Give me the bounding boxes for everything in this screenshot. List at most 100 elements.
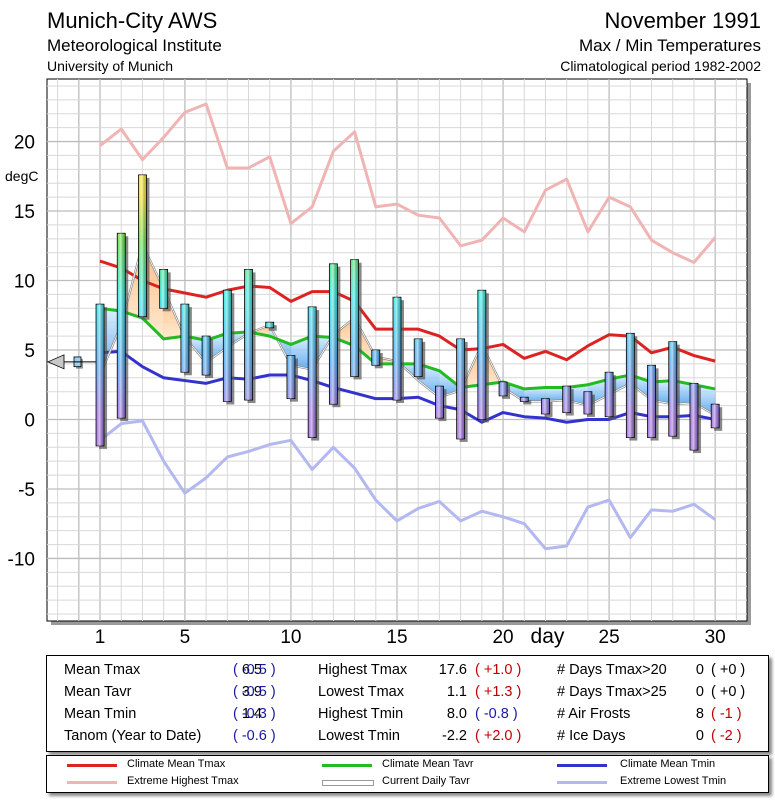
legend-swatch-ext-low (557, 781, 607, 784)
highest-tmax-value: 17.6 (438, 662, 467, 678)
daily-bar-highlight (626, 333, 635, 438)
series-line-climate-mean-tmax (99, 259, 716, 363)
daily-bar-highlight (202, 336, 211, 376)
tanom-label: Tanom (Year to Date) (64, 728, 202, 744)
highest-tmin-label: Highest Tmin (318, 706, 404, 722)
daily-bar-highlight (605, 372, 614, 417)
series-line-extreme-lowest-tmin (99, 419, 717, 551)
daily-bar-highlight (286, 355, 295, 399)
daily-bar-highlight (308, 306, 317, 438)
legend-ext-low: Extreme Lowest Tmin (620, 775, 727, 787)
legend-swatch-clim-tmax (67, 764, 117, 767)
anomaly-fill-segment (524, 387, 546, 402)
mean-tmin-label: Mean Tmin (64, 706, 137, 722)
legend-swatch-ext-high (67, 781, 117, 784)
days-tmax25-deviation: ( +0 ) (711, 684, 746, 700)
daily-bar-highlight (350, 259, 359, 377)
climatological-period: Climatological period 1982-2002 (560, 58, 761, 74)
daily-bar-highlight (159, 269, 168, 309)
legend-clim-tavr: Climate Mean Tavr (382, 758, 474, 770)
university-label: University of Munich (47, 58, 174, 74)
legend-swatch-cur-tavr (322, 780, 374, 786)
daily-bar-shadow (523, 400, 532, 405)
legend-ext-high: Extreme Highest Tmax (127, 775, 239, 787)
legend-swatch-clim-tavr (322, 764, 372, 767)
daily-bar-highlight (689, 383, 698, 451)
x-tick-label: 5 (180, 627, 191, 648)
air-frosts-label: # Air Frosts (557, 706, 631, 722)
y-tick-label: 0 (24, 410, 35, 431)
lowest-tmin-deviation: ( +2.0 ) (475, 728, 522, 744)
daily-bar-highlight (180, 304, 189, 373)
daily-bar-highlight (435, 386, 444, 419)
air-frosts-deviation: ( -1 ) (711, 706, 742, 722)
lowest-tmax-deviation: ( +1.3 ) (475, 684, 522, 700)
days-tmax25-label: # Days Tmax>25 (557, 684, 667, 700)
days-tmax20-deviation: ( +0 ) (711, 662, 746, 678)
institute-label: Meteorological Institute (47, 36, 222, 55)
daily-bar-highlight (520, 397, 529, 402)
x-tick-label: 10 (280, 627, 301, 648)
x-axis-label: day (531, 625, 565, 648)
highest-tmax-deviation: ( +1.0 ) (475, 662, 522, 678)
legend-clim-tmin: Climate Mean Tmin (620, 758, 716, 770)
daily-bar-highlight (668, 341, 677, 437)
daily-bar-highlight (117, 233, 126, 419)
daily-bar-highlight (96, 304, 105, 446)
legend-clim-tmax: Climate Mean Tmax (127, 758, 226, 770)
station-title: Munich-City AWS (47, 8, 218, 33)
legend-swatch-clim-tmin (557, 764, 607, 767)
mean-tmin-deviation: ( -0.3 ) (233, 706, 276, 722)
mean-tavr-label: Mean Tavr (64, 684, 132, 700)
daily-bar-highlight (647, 365, 656, 438)
daily-bar-highlight (138, 174, 147, 317)
x-tick-label: 20 (492, 627, 513, 648)
statistics-panel: Mean Tmax 6.5 ( -0.5 ) Highest Tmax 17.6… (46, 655, 769, 752)
legend-cur-tavr: Current Daily Tavr (382, 775, 470, 787)
daily-bar-highlight (456, 338, 465, 439)
days-tmax25-value: 0 (695, 684, 704, 700)
daily-bar-highlight (562, 386, 571, 413)
daily-bar-highlight (244, 269, 253, 401)
daily-bar-highlight (329, 263, 338, 405)
daily-bar-highlight (583, 391, 592, 414)
month-title: November 1991 (604, 8, 761, 33)
daily-bar-highlight (371, 350, 380, 366)
mean-tmax-label: Mean Tmax (64, 662, 141, 678)
y-tick-label: 10 (14, 272, 35, 293)
x-tick-label: 15 (386, 627, 407, 648)
mean-tmin-value: 1.4 (241, 706, 262, 722)
daily-bar-highlight (541, 398, 550, 414)
air-frosts-value: 8 (695, 706, 704, 722)
mean-tmax-deviation: ( -0.5 ) (233, 662, 276, 678)
highest-tmin-value: 8.0 (446, 706, 467, 722)
anomaly-fill-segment (269, 324, 291, 366)
daily-bar-highlight (223, 290, 232, 402)
y-axis-label: degC (5, 168, 38, 184)
ice-days-label: # Ice Days (557, 728, 626, 744)
mean-tavr-deviation: ( -0.5 ) (233, 684, 276, 700)
tanom-deviation: ( -0.6 ) (233, 728, 276, 744)
days-tmax20-value: 0 (695, 662, 704, 678)
climate-marker-arrow (47, 354, 65, 370)
days-tmax20-label: # Days Tmax>20 (557, 662, 667, 678)
ice-days-deviation: ( -2 ) (711, 728, 742, 744)
mean-tmax-value: 6.5 (241, 662, 262, 678)
daily-bar-highlight (499, 381, 508, 396)
series-line-extreme-highest-tmax (99, 102, 717, 264)
lowest-tmin-label: Lowest Tmin (318, 728, 400, 744)
daily-bar-highlight (414, 338, 423, 377)
highest-tmax-label: Highest Tmax (318, 662, 408, 678)
ice-days-value: 0 (695, 728, 704, 744)
anomaly-fill-segment (545, 387, 567, 402)
chart-legend: Climate Mean Tmax Climate Mean Tavr Clim… (46, 755, 769, 793)
x-tick-label: 1 (95, 627, 106, 648)
highest-tmin-deviation: ( -0.8 ) (475, 706, 518, 722)
daily-bar-highlight (265, 322, 274, 328)
mean-tavr-value: 3.9 (241, 684, 262, 700)
y-tick-label: 5 (24, 341, 35, 362)
y-tick-label: 20 (14, 133, 35, 154)
x-tick-label: 30 (705, 627, 726, 648)
x-tick-label: 25 (599, 627, 620, 648)
